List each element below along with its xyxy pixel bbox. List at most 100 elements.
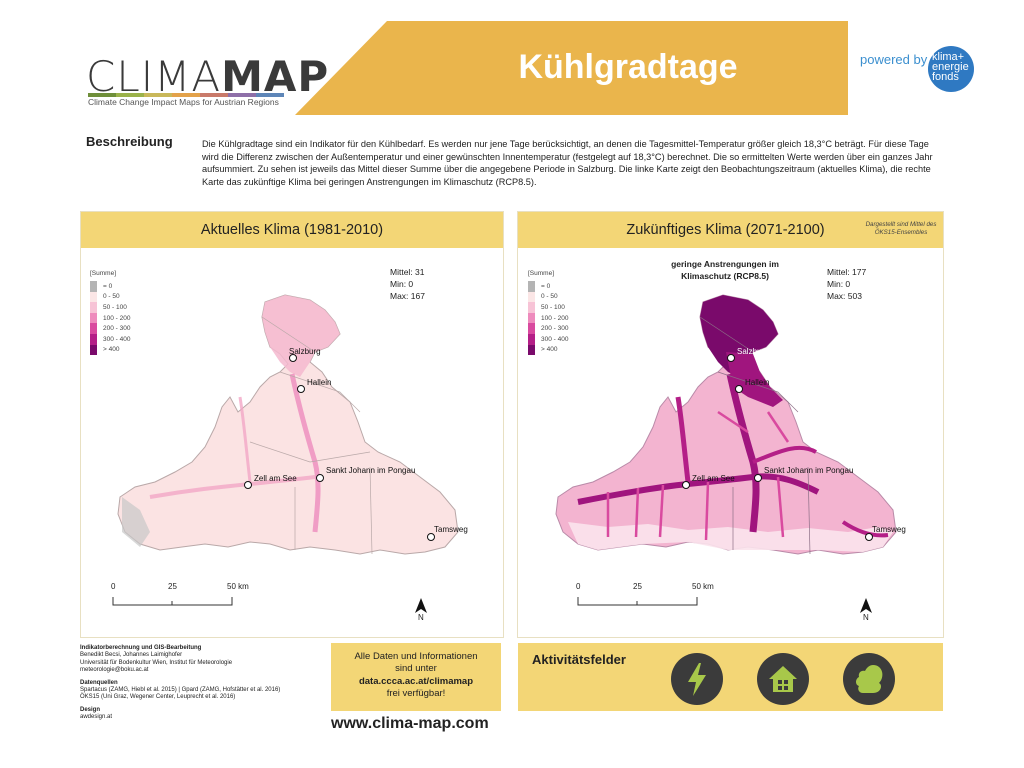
city-marker-hallein xyxy=(735,385,743,393)
north-label: N xyxy=(418,613,424,622)
data-info-box: Alle Daten und Informationen sind unter … xyxy=(331,643,501,711)
logo-light-text: CLIMA xyxy=(86,52,222,101)
stats-current: Mittel: 31 Min: 0 Max: 167 xyxy=(390,266,425,302)
scale-tick-25: 25 xyxy=(633,582,642,591)
powered-by-text: powered by xyxy=(860,52,928,67)
info-line-1: Alle Daten und Informationen xyxy=(354,651,478,662)
north-arrow-icon xyxy=(415,598,427,613)
scale-bar-current xyxy=(112,597,233,606)
legend-item: 50 - 100 xyxy=(528,302,568,313)
credits-design-line: awdesign.at xyxy=(80,714,113,721)
legend-item: 100 - 200 xyxy=(90,312,130,324)
credits-sources-line: ÖKS15 (Uni Graz, Wegener Center, Leuprec… xyxy=(80,694,236,701)
legend-item: = 0 xyxy=(90,281,130,292)
city-label-tamsweg: Tamsweg xyxy=(434,525,468,534)
north-arrow-icon xyxy=(860,598,872,613)
city-label-salzburg: Salzburg xyxy=(737,347,769,356)
gray-zone xyxy=(122,497,150,547)
credits-sources-heading: Datenquellen xyxy=(80,679,118,686)
city-label-johann: Sankt Johann im Pongau xyxy=(326,466,416,475)
lightning-icon xyxy=(671,653,723,705)
valley-saalach xyxy=(238,396,252,483)
partner-logo-icon xyxy=(928,46,974,92)
credits-gis-line: Universität für Bodenkultur Wien, Instit… xyxy=(80,659,233,666)
logo-color-bar xyxy=(88,93,284,97)
legend-item: > 400 xyxy=(90,344,130,356)
scale-tick-0: 0 xyxy=(576,582,581,591)
legend-item: 300 - 400 xyxy=(528,333,568,345)
side-valleys xyxy=(606,410,790,541)
stat-max: Max: 167 xyxy=(390,291,425,301)
activity-title: Aktivitätsfelder xyxy=(532,652,626,667)
logo-bold-text: MAP xyxy=(221,52,330,101)
stat-max: Max: 503 xyxy=(827,291,862,301)
stat-mean: Mittel: 177 xyxy=(827,267,867,277)
city-label-hallein: Hallein xyxy=(307,378,332,387)
city-marker-tamsweg xyxy=(865,533,873,541)
stat-min: Min: 0 xyxy=(390,279,414,289)
valley-salzach xyxy=(289,373,321,533)
website-link[interactable]: www.clima-map.com xyxy=(331,715,489,732)
city-label-hallein: Hallein xyxy=(745,378,770,387)
region-flachgau xyxy=(726,352,783,407)
data-link[interactable]: data.ccca.ac.at/climamap xyxy=(358,675,474,687)
map-current xyxy=(117,294,459,555)
region-high-mountains xyxy=(568,522,893,552)
city-marker-johann xyxy=(316,474,324,482)
scenario-label: geringe Anstrengungen im Klimaschutz (RC… xyxy=(671,259,779,281)
scale-tick-0: 0 xyxy=(111,582,116,591)
city-marker-zell xyxy=(244,481,252,489)
legend-title: [Summe] xyxy=(528,270,555,277)
scale-tick-50: 50 km xyxy=(692,582,714,591)
legend-item: 0 - 50 xyxy=(90,291,130,303)
scale-bar-future xyxy=(577,597,698,606)
city-marker-zell xyxy=(682,481,690,489)
map-title-future-text: Zukünftiges Klima (2071-2100) xyxy=(626,222,825,238)
legend-item: 200 - 300 xyxy=(90,323,130,334)
squirrel-icon xyxy=(843,653,895,705)
page-title: Kühlgradtage xyxy=(518,48,738,86)
city-marker-hallein xyxy=(297,385,305,393)
legend-item: 50 - 100 xyxy=(90,302,130,313)
description-heading: Beschreibung xyxy=(86,134,173,149)
city-label-zell: Zell am See xyxy=(692,474,735,483)
description-text: Die Kühlgradtage sind ein Indikator für … xyxy=(202,139,933,187)
info-line-2: sind unter xyxy=(395,663,437,675)
region-north-peak xyxy=(700,295,778,377)
credits-design-heading: Design xyxy=(80,706,101,713)
region-north-high xyxy=(262,295,340,377)
legend-item: 300 - 400 xyxy=(90,333,130,345)
credits-gis-line: Benedikt Becsi, Johannes Laimighofer xyxy=(80,652,183,659)
title-banner xyxy=(295,21,848,115)
valley-enns xyxy=(752,445,817,464)
city-marker-salzburg xyxy=(289,354,297,362)
stats-future: Mittel: 177 Min: 0 Max: 503 xyxy=(827,266,866,302)
city-label-tamsweg: Tamsweg xyxy=(872,525,906,534)
stat-mean: Mittel: 31 xyxy=(390,267,425,277)
legend-item: 0 - 50 xyxy=(528,291,568,303)
map-title-current: Aktuelles Klima (1981-2010) xyxy=(81,212,503,248)
logo-subtitle: Climate Change Impact Maps for Austrian … xyxy=(88,97,279,107)
district-borders xyxy=(699,316,811,555)
legend-item: = 0 xyxy=(528,281,568,292)
credits-gis-heading: Indikatorberechnung und GIS-Bearbeitung xyxy=(80,645,202,651)
north-label: N xyxy=(863,613,869,622)
credits-sources-line: Spartacus (ZAMG, Hiebl et al. 2015) | Gp… xyxy=(80,687,281,694)
scale-tick-25: 25 xyxy=(168,582,177,591)
legend-item: 200 - 300 xyxy=(528,323,568,334)
credits: Indikatorberechnung und GIS-Bearbeitung … xyxy=(80,645,320,722)
legend-item: > 400 xyxy=(528,344,568,356)
legend-item: 100 - 200 xyxy=(528,312,568,324)
city-label-zell: Zell am See xyxy=(254,474,297,483)
house-icon xyxy=(757,653,809,705)
city-label-salzburg: Salzburg xyxy=(289,347,321,356)
valley-west xyxy=(577,473,820,505)
district-borders xyxy=(249,316,373,555)
map-title-future: Zukünftiges Klima (2071-2100) xyxy=(518,212,943,248)
credits-gis-line: meteorologie@boku.ac.at xyxy=(80,667,149,674)
legend-title: [Summe] xyxy=(90,270,117,277)
map-future xyxy=(555,294,897,555)
info-line-3: frei verfügbar! xyxy=(386,688,446,700)
legend-future: [Summe] = 0 0 - 50 50 - 100 100 - 200 20… xyxy=(528,270,568,356)
city-marker-tamsweg xyxy=(427,533,435,541)
